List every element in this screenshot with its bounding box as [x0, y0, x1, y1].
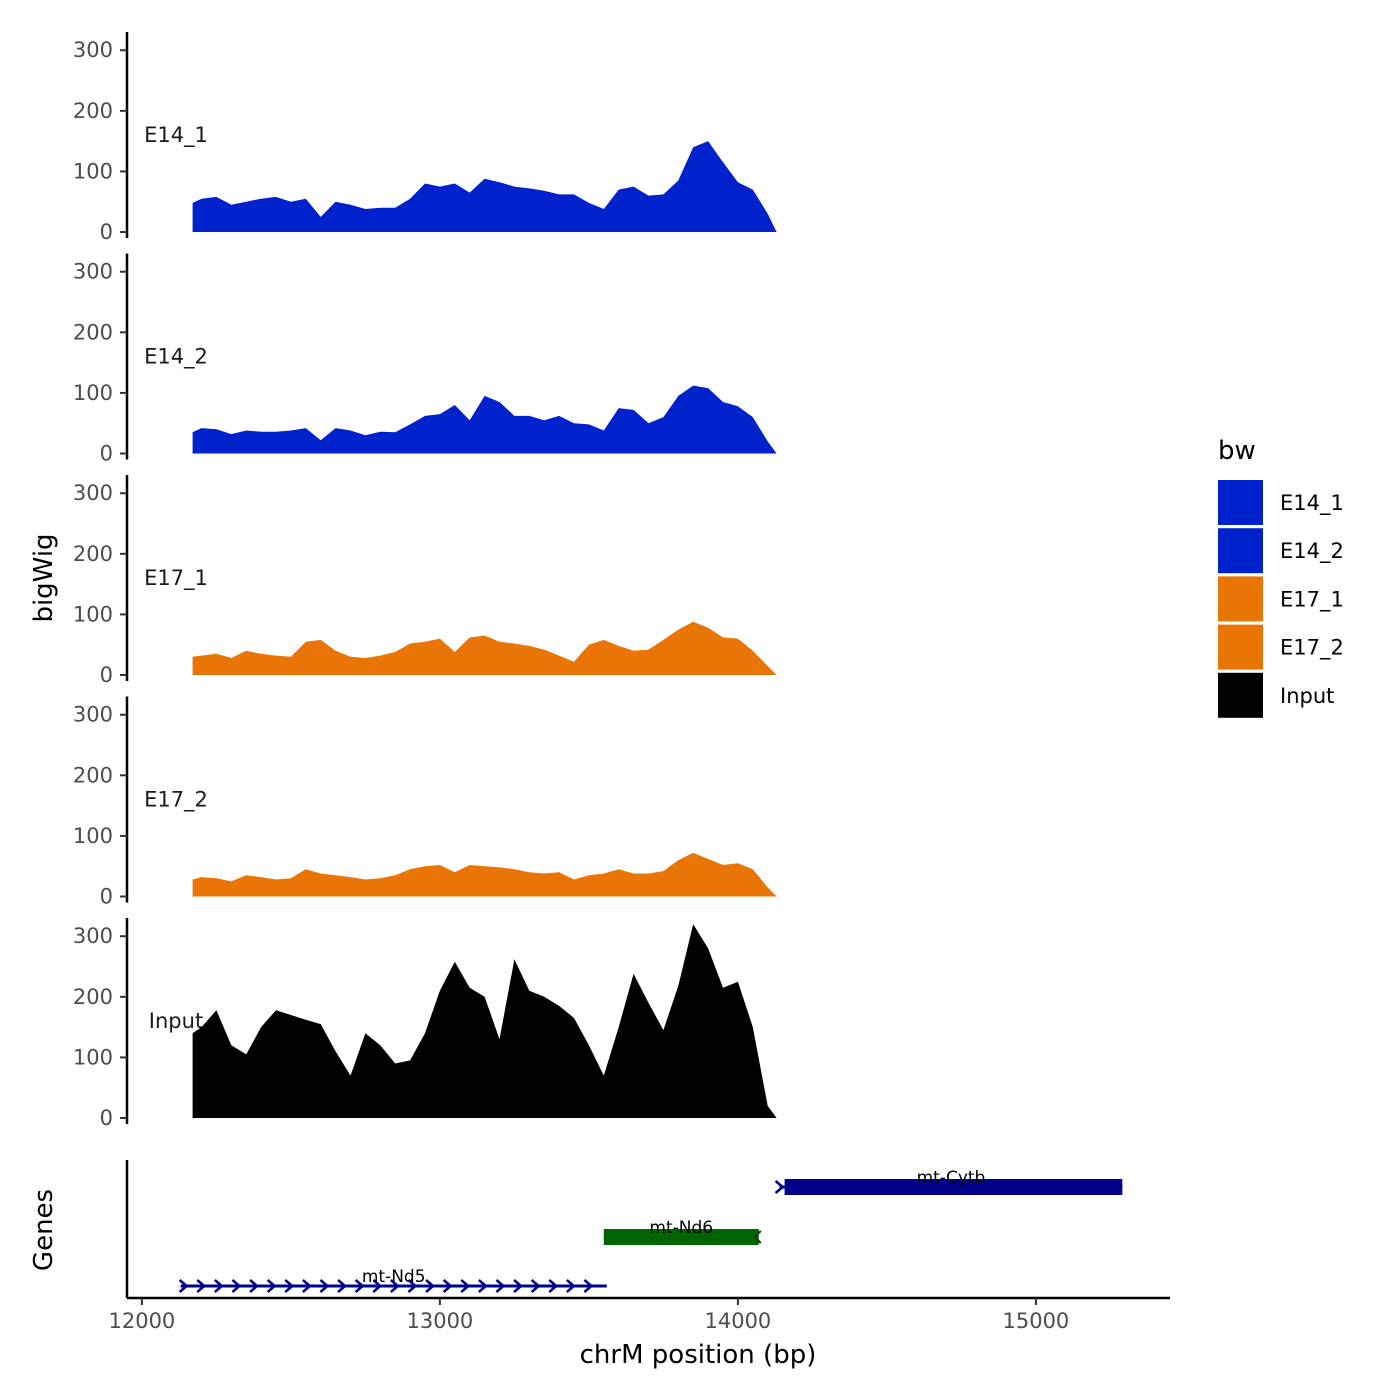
- x-tick-label: 13000: [406, 1309, 473, 1333]
- signal-area-input: [192, 924, 843, 1118]
- track-label: E14_1: [144, 123, 208, 148]
- legend-title: bw: [1218, 436, 1256, 466]
- y-tick-label: 100: [73, 381, 113, 405]
- legend-swatch-e17_1: [1218, 576, 1263, 622]
- strand-arrow: [249, 1279, 259, 1293]
- strand-arrow: [478, 1279, 488, 1293]
- track-panel-e14_2: 0 100 200 300 E14_2: [73, 253, 843, 466]
- gene-track: mt-Nd5 mt-Nd6 mt-Cytb: [125, 1160, 1123, 1298]
- legend-swatch-e14_1: [1218, 480, 1263, 525]
- strand-arrow: [231, 1279, 242, 1293]
- legend-label-e17_1: E17_1: [1280, 587, 1344, 612]
- strand-arrow: [442, 1279, 453, 1293]
- y-tick-label: 200: [73, 763, 113, 787]
- gene-label: mt-Nd6: [649, 1218, 713, 1238]
- strand-arrow: [178, 1279, 189, 1293]
- y-tick-label: 300: [73, 260, 113, 284]
- strand-arrow: [284, 1279, 295, 1293]
- y-tick-label: 200: [73, 985, 113, 1009]
- strand-arrow: [495, 1279, 506, 1293]
- signal-area-e14_1: [192, 141, 843, 232]
- legend: bw E14_1 E14_2 E17_1 E17_2 Input: [1218, 436, 1344, 718]
- legend-label-e17_2: E17_2: [1280, 636, 1344, 661]
- strand-arrow: [566, 1279, 576, 1293]
- strand-arrow: [425, 1279, 435, 1293]
- track-label: E17_2: [144, 788, 208, 813]
- legend-swatch-input: [1218, 672, 1263, 718]
- strand-arrow: [548, 1279, 559, 1293]
- strand-arrow: [583, 1279, 594, 1293]
- gene-mt-cytb: mt-Cytb: [774, 1168, 1123, 1195]
- strand-arrow: [513, 1279, 523, 1293]
- strand-arrow: [390, 1279, 400, 1293]
- y-tick-label: 300: [73, 38, 113, 62]
- y-tick-label: 0: [100, 1106, 113, 1130]
- signal-tracks: 0 100 200 300 E14_1 0 100 200 300 E14_2 0 100 200 300…: [73, 32, 843, 1130]
- strand-arrow: [460, 1279, 471, 1293]
- strand-arrow: [337, 1279, 347, 1293]
- y-tick-label: 100: [73, 824, 113, 848]
- y-tick-label: 200: [73, 542, 113, 566]
- y-tick-label: 0: [100, 663, 113, 687]
- track-panel-e17_1: 0 100 200 300 E17_1: [73, 475, 843, 687]
- gene-body: [603, 1229, 759, 1245]
- track-label: Input: [149, 1009, 203, 1033]
- strand-arrow: [214, 1279, 224, 1293]
- legend-label-e14_1: E14_1: [1280, 491, 1344, 516]
- gene-mt-nd5: mt-Nd5: [178, 1267, 607, 1293]
- strand-arrow: [372, 1279, 383, 1293]
- legend-swatch-e14_2: [1218, 528, 1263, 574]
- y-tick-label: 100: [73, 159, 113, 183]
- legend-label-input: Input: [1280, 684, 1334, 708]
- y-tick-label: 100: [73, 1045, 113, 1069]
- x-tick-label: 14000: [704, 1309, 771, 1333]
- y-tick-label: 200: [73, 320, 113, 344]
- strand-arrow: [319, 1279, 330, 1293]
- strand-arrow: [196, 1279, 207, 1293]
- y-axis-title-genes: Genes: [29, 1189, 59, 1271]
- track-label: E17_1: [144, 566, 208, 591]
- gene-body: [784, 1179, 1123, 1195]
- y-tick-label: 300: [73, 924, 113, 948]
- track-panel-e17_2: 0 100 200 300 E17_2: [73, 696, 843, 909]
- signal-area-e17_1: [192, 621, 843, 675]
- signal-area-e14_2: [192, 385, 843, 454]
- x-tick-label: 12000: [108, 1309, 175, 1333]
- y-tick-label: 100: [73, 602, 113, 626]
- legend-swatch-e17_2: [1218, 624, 1263, 670]
- track-panel-input: 0 100 200 300 Input: [73, 918, 843, 1130]
- strand-arrow: [530, 1279, 541, 1293]
- x-axis: 12000 13000 14000 15000: [108, 1296, 1170, 1333]
- strand-arrow: [354, 1279, 365, 1293]
- gene-label: mt-Cytb: [917, 1168, 986, 1188]
- signal-area-e17_2: [192, 852, 843, 897]
- y-tick-label: 0: [100, 885, 113, 909]
- y-tick-label: 0: [100, 442, 113, 466]
- x-axis-title: chrM position (bp): [580, 1340, 817, 1370]
- y-tick-label: 0: [100, 220, 113, 244]
- y-tick-label: 200: [73, 99, 113, 123]
- strand-arrow: [266, 1279, 277, 1293]
- y-tick-label: 300: [73, 703, 113, 727]
- y-axis-title-bigwig: bigWig: [29, 533, 59, 622]
- strand-arrow: [753, 1230, 762, 1244]
- gene-mt-nd6: mt-Nd6: [603, 1218, 762, 1245]
- strand-arrow: [407, 1279, 418, 1293]
- gene-label: mt-Nd5: [362, 1267, 426, 1287]
- legend-label-e14_2: E14_2: [1280, 539, 1344, 564]
- track-panel-e14_1: 0 100 200 300 E14_1: [73, 32, 843, 244]
- x-tick-label: 15000: [1002, 1309, 1069, 1333]
- y-tick-label: 300: [73, 481, 113, 505]
- strand-arrow: [302, 1279, 312, 1293]
- strand-arrow: [774, 1180, 785, 1194]
- track-label: E14_2: [144, 345, 208, 370]
